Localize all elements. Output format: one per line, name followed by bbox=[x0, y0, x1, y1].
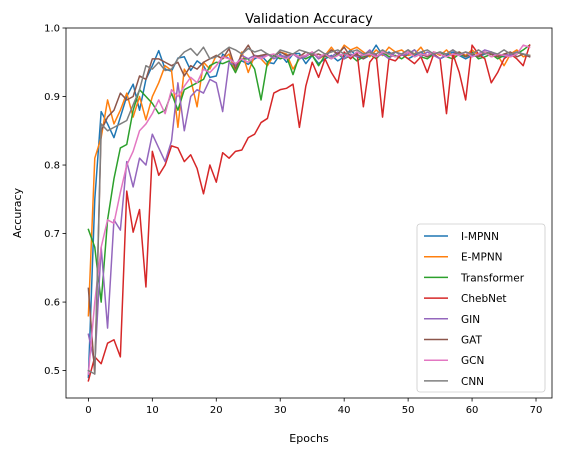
legend-frame bbox=[416, 223, 546, 393]
y-axis-label: Accuracy bbox=[11, 187, 24, 238]
x-tick-label: 70 bbox=[530, 405, 543, 416]
y-tick-label: 0.7 bbox=[44, 229, 60, 240]
legend-label-4: GIN bbox=[461, 314, 480, 326]
legend: I-MPNN E-MPNN Transformer ChebNet GIN GAT GCN C… bbox=[416, 223, 546, 393]
x-tick-label: 10 bbox=[146, 405, 159, 416]
series-line-2 bbox=[87, 44, 531, 303]
y-tick-label: 0.5 bbox=[44, 366, 60, 377]
x-tick-label: 30 bbox=[274, 405, 287, 416]
x-tick-label: 0 bbox=[85, 405, 91, 416]
legend-label-1: E-MPNN bbox=[461, 252, 503, 264]
plot-frame bbox=[65, 27, 553, 399]
x-tick-label: 60 bbox=[466, 405, 479, 416]
y-tick-label: 0.8 bbox=[44, 161, 60, 172]
x-tick-label: 40 bbox=[338, 405, 351, 416]
y-tick-label: 0.6 bbox=[44, 298, 60, 309]
series-layer bbox=[87, 44, 531, 382]
x-tick-label: 50 bbox=[402, 405, 415, 416]
legend-label-7: CNN bbox=[461, 376, 484, 388]
x-axis-label: Epochs bbox=[289, 432, 329, 445]
series-line-3 bbox=[87, 44, 531, 382]
x-axis: 0 10 20 30 40 50 60 70 bbox=[85, 398, 542, 416]
legend-entries: I-MPNN E-MPNN Transformer ChebNet GIN GAT GCN C… bbox=[424, 231, 525, 388]
y-tick-label: 0.9 bbox=[44, 92, 60, 103]
legend-label-5: GAT bbox=[461, 335, 483, 347]
y-axis: 0.5 0.6 0.7 0.8 0.9 1.0 bbox=[44, 24, 66, 377]
series-line-7 bbox=[87, 46, 531, 375]
chart-title: Validation Accuracy bbox=[245, 12, 373, 27]
x-tick-label: 20 bbox=[210, 405, 223, 416]
legend-label-3: ChebNet bbox=[461, 293, 507, 305]
y-tick-label: 1.0 bbox=[44, 24, 60, 35]
legend-label-2: Transformer bbox=[460, 272, 525, 284]
legend-label-0: I-MPNN bbox=[461, 231, 499, 243]
legend-label-6: GCN bbox=[461, 355, 484, 367]
